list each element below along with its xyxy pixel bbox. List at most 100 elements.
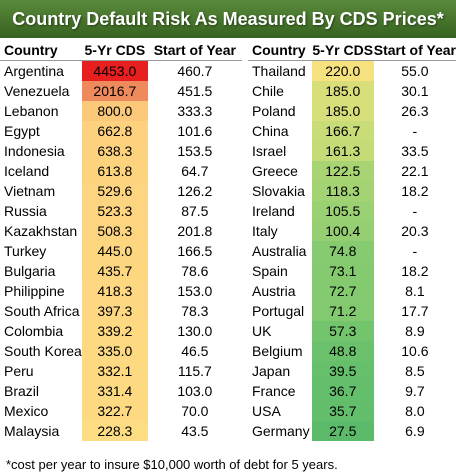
cds-cell: 613.8 xyxy=(81,161,148,181)
table-row: Portugal 71.2 17.7 xyxy=(248,301,456,321)
country-cell: Austria xyxy=(252,283,296,299)
table-row: Chile 185.0 30.1 xyxy=(248,81,456,101)
country-cell: Mexico xyxy=(4,403,49,419)
table-row: Lebanon 800.0 333.3 xyxy=(0,101,242,121)
table-row: Austria 72.7 8.1 xyxy=(248,281,456,301)
table-row: Bulgaria 435.7 78.6 xyxy=(0,261,242,281)
table-row: Venezuela 2016.7 451.5 xyxy=(0,81,242,101)
table-row: Israel 161.3 33.5 xyxy=(248,141,456,161)
cds-table-left: Country 5-Yr CDS Start of Year Argentina… xyxy=(0,41,242,441)
country-cell: Colombia xyxy=(4,323,64,339)
table-row: Thailand 220.0 55.0 xyxy=(248,60,456,81)
start-of-year-cell: - xyxy=(412,243,418,259)
cds-cell: 39.5 xyxy=(311,361,374,381)
start-of-year-cell: 8.1 xyxy=(405,283,425,299)
start-of-year-cell: 126.2 xyxy=(177,183,213,199)
country-cell: Iceland xyxy=(4,163,50,179)
country-cell: Chile xyxy=(252,83,284,99)
start-of-year-cell: 64.7 xyxy=(181,163,209,179)
cds-cell: 220.0 xyxy=(311,60,374,81)
country-cell: Bulgaria xyxy=(4,263,56,279)
country-cell: China xyxy=(252,123,289,139)
cds-cell: 435.7 xyxy=(81,261,148,281)
cds-cell: 638.3 xyxy=(81,141,148,161)
table-row: Spain 73.1 18.2 xyxy=(248,261,456,281)
table-row: Germany 27.5 6.9 xyxy=(248,421,456,441)
start-of-year-cell: 30.1 xyxy=(401,83,429,99)
cds-cell: 72.7 xyxy=(311,281,374,301)
country-cell: South Africa xyxy=(4,303,80,319)
header-row: Country 5-Yr CDS Start of Year xyxy=(248,41,456,61)
start-of-year-cell: 8.5 xyxy=(405,363,425,379)
table-row: Turkey 445.0 166.5 xyxy=(0,241,242,261)
table-row: Slovakia 118.3 18.2 xyxy=(248,181,456,201)
country-cell: Spain xyxy=(252,263,288,279)
country-cell: Brazil xyxy=(4,383,40,399)
cds-cell: 36.7 xyxy=(311,381,374,401)
start-of-year-cell: 46.5 xyxy=(181,343,209,359)
cds-cell: 185.0 xyxy=(311,81,374,101)
start-of-year-cell: 451.5 xyxy=(177,83,213,99)
cds-cell: 73.1 xyxy=(311,261,374,281)
start-of-year-cell: 33.5 xyxy=(401,143,429,159)
cds-cell: 71.2 xyxy=(311,301,374,321)
table-row: Argentina 4453.0 460.7 xyxy=(0,60,242,81)
cds-cell: 662.8 xyxy=(81,121,148,141)
table-row: Australia 74.8 - xyxy=(248,241,456,261)
country-cell: Peru xyxy=(4,363,34,379)
start-of-year-cell: 153.0 xyxy=(177,283,213,299)
country-cell: Lebanon xyxy=(4,103,59,119)
table-row: Japan 39.5 8.5 xyxy=(248,361,456,381)
country-cell: Malaysia xyxy=(4,423,60,439)
column-header-cds: 5-Yr CDS xyxy=(311,41,374,61)
table-row: Ireland 105.5 - xyxy=(248,201,456,221)
table-row: Belgium 48.8 10.6 xyxy=(248,341,456,361)
start-of-year-cell: 201.8 xyxy=(177,223,213,239)
cds-cell: 57.3 xyxy=(311,321,374,341)
header-row: Country 5-Yr CDS Start of Year xyxy=(0,41,242,61)
start-of-year-cell: 460.7 xyxy=(177,63,213,79)
country-cell: Poland xyxy=(252,103,296,119)
footnote: *cost per year to insure $10,000 worth o… xyxy=(6,457,338,472)
start-of-year-cell: 115.7 xyxy=(177,363,212,379)
start-of-year-cell: 6.9 xyxy=(405,423,425,439)
country-cell: Argentina xyxy=(4,63,64,79)
start-of-year-cell: 166.5 xyxy=(177,243,213,259)
table-row: UK 57.3 8.9 xyxy=(248,321,456,341)
start-of-year-cell: 18.2 xyxy=(401,183,429,199)
column-header-start-of-year: Start of Year xyxy=(147,41,242,61)
country-cell: Israel xyxy=(252,143,287,159)
table-row: Mexico 322.7 70.0 xyxy=(0,401,242,421)
cds-table-right: Country 5-Yr CDS Start of Year Thailand 2… xyxy=(248,41,456,441)
cds-cell: 185.0 xyxy=(311,101,374,121)
start-of-year-cell: 78.6 xyxy=(181,263,209,279)
country-cell: Belgium xyxy=(252,343,303,359)
start-of-year-cell: 55.0 xyxy=(401,63,429,79)
country-cell: Russia xyxy=(4,203,47,219)
table-row: Iceland 613.8 64.7 xyxy=(0,161,242,181)
cds-cell: 35.7 xyxy=(311,401,374,421)
start-of-year-cell: 8.0 xyxy=(405,403,425,419)
start-of-year-cell: 17.7 xyxy=(401,303,429,319)
table-row: South Korea 335.0 46.5 xyxy=(0,341,242,361)
start-of-year-cell: - xyxy=(412,123,418,139)
cds-cell: 122.5 xyxy=(311,161,374,181)
country-cell: Greece xyxy=(252,163,298,179)
cds-cell: 118.3 xyxy=(311,181,374,201)
start-of-year-cell: - xyxy=(412,203,418,219)
start-of-year-cell: 18.2 xyxy=(401,263,429,279)
table-body: Thailand 220.0 55.0 Chile 185.0 30.1 Poland 1… xyxy=(248,60,456,441)
table-body: Argentina 4453.0 460.7 Venezuela 2016.7 451.… xyxy=(0,60,242,441)
start-of-year-cell: 101.6 xyxy=(177,123,213,139)
column-header-country: Country xyxy=(0,41,82,61)
cds-cell: 166.7 xyxy=(311,121,374,141)
start-of-year-cell: 87.5 xyxy=(181,203,209,219)
cds-cell: 161.3 xyxy=(311,141,374,161)
cds-cell: 335.0 xyxy=(81,341,148,361)
country-cell: Turkey xyxy=(4,243,47,259)
cds-cell: 523.3 xyxy=(81,201,148,221)
table-row: Philippine 418.3 153.0 xyxy=(0,281,242,301)
country-cell: France xyxy=(252,383,296,399)
table-row: France 36.7 9.7 xyxy=(248,381,456,401)
cds-cell: 445.0 xyxy=(81,241,148,261)
